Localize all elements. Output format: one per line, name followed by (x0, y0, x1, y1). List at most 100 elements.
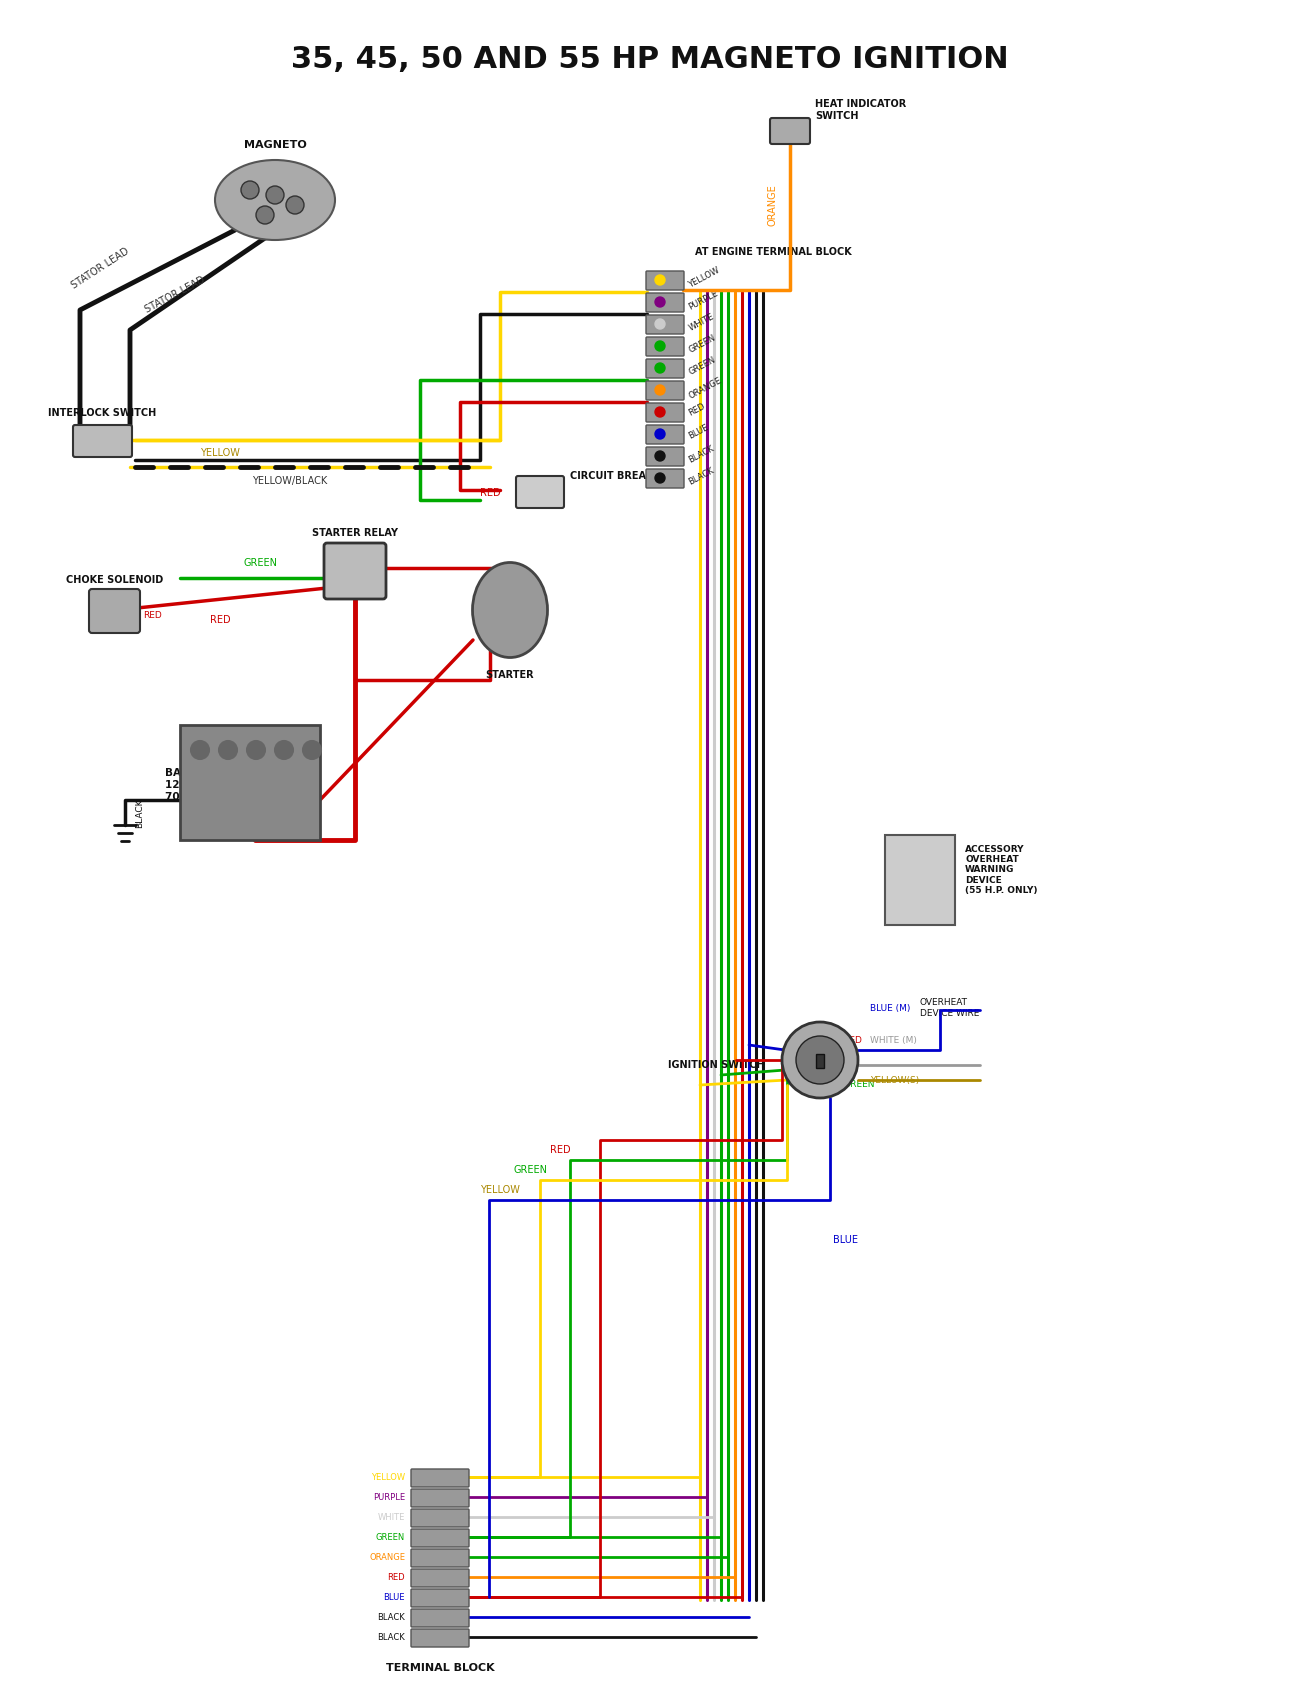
Text: YELLOW/BLACK: YELLOW/BLACK (252, 477, 328, 485)
Text: STATOR LEAD: STATOR LEAD (69, 245, 130, 290)
FancyBboxPatch shape (646, 271, 684, 290)
FancyBboxPatch shape (411, 1470, 469, 1487)
Text: IGNITION SWITCH: IGNITION SWITCH (668, 1059, 764, 1069)
Text: BLACK: BLACK (135, 799, 144, 828)
Text: CHOKE SOLENOID: CHOKE SOLENOID (66, 576, 164, 586)
Text: BLUE: BLUE (686, 422, 710, 441)
FancyBboxPatch shape (646, 381, 684, 400)
Circle shape (286, 196, 304, 215)
Text: WHITE: WHITE (377, 1512, 406, 1521)
Text: GREEN: GREEN (243, 559, 277, 569)
Text: YELLOW: YELLOW (686, 266, 722, 290)
Text: ACCESSORY
OVERHEAT
WARNING
DEVICE
(55 H.P. ONLY): ACCESSORY OVERHEAT WARNING DEVICE (55 H.… (965, 845, 1037, 896)
Circle shape (266, 186, 283, 204)
Text: STATOR LEAD: STATOR LEAD (143, 274, 207, 315)
FancyBboxPatch shape (324, 543, 386, 599)
Text: STARTER RELAY: STARTER RELAY (312, 528, 398, 538)
Text: HEAT INDICATOR
SWITCH: HEAT INDICATOR SWITCH (815, 99, 906, 121)
Text: BLACK: BLACK (686, 465, 716, 487)
Circle shape (655, 429, 666, 439)
Circle shape (303, 741, 321, 760)
Circle shape (655, 407, 666, 417)
Text: RED: RED (387, 1572, 406, 1582)
FancyBboxPatch shape (646, 404, 684, 422)
Text: YELLOW: YELLOW (200, 448, 240, 458)
Text: WHITE (M): WHITE (M) (870, 1035, 916, 1044)
FancyBboxPatch shape (516, 477, 564, 507)
FancyBboxPatch shape (411, 1630, 469, 1647)
Text: GREEN: GREEN (686, 356, 718, 376)
FancyBboxPatch shape (646, 315, 684, 334)
FancyBboxPatch shape (411, 1589, 469, 1608)
FancyBboxPatch shape (411, 1568, 469, 1587)
FancyBboxPatch shape (646, 426, 684, 444)
Circle shape (655, 385, 666, 395)
FancyBboxPatch shape (73, 426, 133, 456)
Circle shape (655, 451, 666, 462)
Text: PURPLE: PURPLE (373, 1492, 406, 1502)
FancyBboxPatch shape (646, 293, 684, 312)
Text: PURPLE: PURPLE (686, 288, 720, 312)
Circle shape (256, 206, 274, 225)
Text: BLACK: BLACK (377, 1633, 406, 1642)
Text: BLUE (M): BLUE (M) (870, 1003, 910, 1013)
FancyBboxPatch shape (411, 1609, 469, 1626)
Text: RED: RED (480, 489, 500, 497)
Text: RED: RED (550, 1144, 571, 1155)
Bar (816, 1054, 824, 1068)
Circle shape (655, 318, 666, 329)
Circle shape (276, 741, 292, 760)
Text: RED: RED (143, 611, 161, 620)
FancyBboxPatch shape (411, 1529, 469, 1546)
FancyBboxPatch shape (411, 1509, 469, 1528)
FancyBboxPatch shape (411, 1550, 469, 1567)
FancyBboxPatch shape (646, 446, 684, 467)
Text: (C)GREEN: (C)GREEN (829, 1080, 875, 1090)
Ellipse shape (214, 160, 335, 240)
Circle shape (655, 274, 666, 284)
Circle shape (796, 1035, 844, 1085)
Circle shape (218, 741, 237, 760)
Circle shape (240, 181, 259, 199)
Text: YELLOW: YELLOW (370, 1473, 406, 1482)
Text: WHITE: WHITE (686, 312, 715, 332)
Text: OVERHEAT
DEVICE WIRE: OVERHEAT DEVICE WIRE (920, 998, 979, 1018)
Text: BLUE: BLUE (832, 1235, 858, 1245)
Text: BATTERY
12 Volt
70 AMP HR MIN: BATTERY 12 Volt 70 AMP HR MIN (165, 768, 256, 802)
Circle shape (655, 341, 666, 351)
Bar (885, 834, 956, 925)
Text: (B)RED: (B)RED (829, 1035, 862, 1044)
Text: GREEN: GREEN (686, 334, 718, 354)
FancyBboxPatch shape (646, 468, 684, 489)
Text: MAGNETO: MAGNETO (243, 140, 307, 150)
Text: ORANGE: ORANGE (767, 184, 777, 226)
FancyBboxPatch shape (646, 337, 684, 356)
Text: ORANGE: ORANGE (369, 1553, 406, 1562)
Text: RED: RED (209, 615, 230, 625)
Circle shape (783, 1022, 858, 1098)
Bar (179, 725, 320, 840)
Circle shape (655, 363, 666, 373)
Text: TERMINAL BLOCK: TERMINAL BLOCK (386, 1664, 494, 1672)
Text: YELLOW(S): YELLOW(S) (870, 1076, 919, 1085)
Text: AT ENGINE TERMINAL BLOCK: AT ENGINE TERMINAL BLOCK (696, 247, 852, 257)
Ellipse shape (472, 562, 547, 657)
Text: RED: RED (686, 402, 707, 419)
Text: RED: RED (354, 572, 372, 581)
FancyBboxPatch shape (411, 1488, 469, 1507)
Text: BLACK: BLACK (377, 1613, 406, 1621)
Text: GREEN: GREEN (514, 1165, 547, 1175)
Text: STARTER: STARTER (486, 669, 534, 679)
Text: CIRCUIT BREAKER: CIRCUIT BREAKER (569, 472, 668, 480)
Circle shape (247, 741, 265, 760)
Text: BLACK: BLACK (686, 443, 716, 465)
FancyBboxPatch shape (646, 359, 684, 378)
Text: YELLOW: YELLOW (480, 1185, 520, 1196)
Text: INTERLOCK SWITCH: INTERLOCK SWITCH (48, 409, 156, 417)
FancyBboxPatch shape (770, 118, 810, 145)
Text: BLUE: BLUE (384, 1592, 406, 1601)
Text: GREEN: GREEN (376, 1533, 406, 1541)
Circle shape (655, 296, 666, 307)
Text: 35, 45, 50 AND 55 HP MAGNETO IGNITION: 35, 45, 50 AND 55 HP MAGNETO IGNITION (291, 46, 1009, 75)
FancyBboxPatch shape (88, 589, 140, 634)
